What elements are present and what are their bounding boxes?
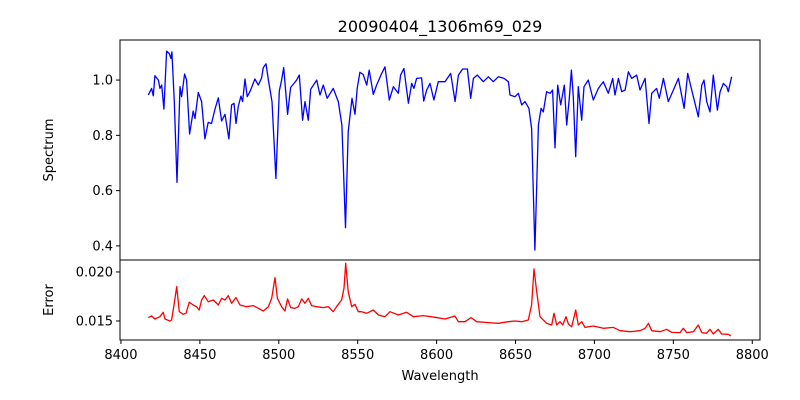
spectrum-y-tick-label: 0.6: [92, 184, 113, 199]
chart-title: 20090404_1306m69_029: [338, 17, 543, 37]
x-ticks: 8400 8450 8500 8550 8600 8650 8700 8750 8800: [104, 340, 769, 363]
error-line: [148, 262, 732, 337]
error-y-ticks: 0.015 0.020: [76, 265, 120, 329]
x-tick-label: 8800: [736, 348, 769, 363]
x-tick-label: 8500: [262, 348, 295, 363]
error-y-tick-label: 0.015: [76, 314, 113, 329]
x-tick-label: 8450: [183, 348, 216, 363]
spectrum-y-tick-label: 1.0: [92, 74, 113, 89]
x-tick-label: 8650: [499, 348, 532, 363]
x-tick-label: 8600: [420, 348, 453, 363]
x-tick-label: 8700: [578, 348, 611, 363]
spectrum-y-ticks: 0.4 0.6 0.8 1.0: [92, 74, 120, 254]
spectrum-y-label: Spectrum: [42, 119, 57, 182]
spectrum-y-tick-label: 0.8: [92, 129, 113, 144]
error-y-tick-label: 0.020: [76, 265, 113, 280]
spectrum-y-tick-label: 0.4: [92, 239, 113, 254]
error-y-label: Error: [42, 284, 57, 316]
x-tick-label: 8750: [657, 348, 690, 363]
error-axes-frame: [119, 259, 761, 341]
x-axis-label: Wavelength: [401, 369, 478, 384]
spectrum-line: [147, 50, 733, 251]
x-tick-label: 8550: [341, 348, 374, 363]
x-tick-label: 8400: [104, 348, 137, 363]
